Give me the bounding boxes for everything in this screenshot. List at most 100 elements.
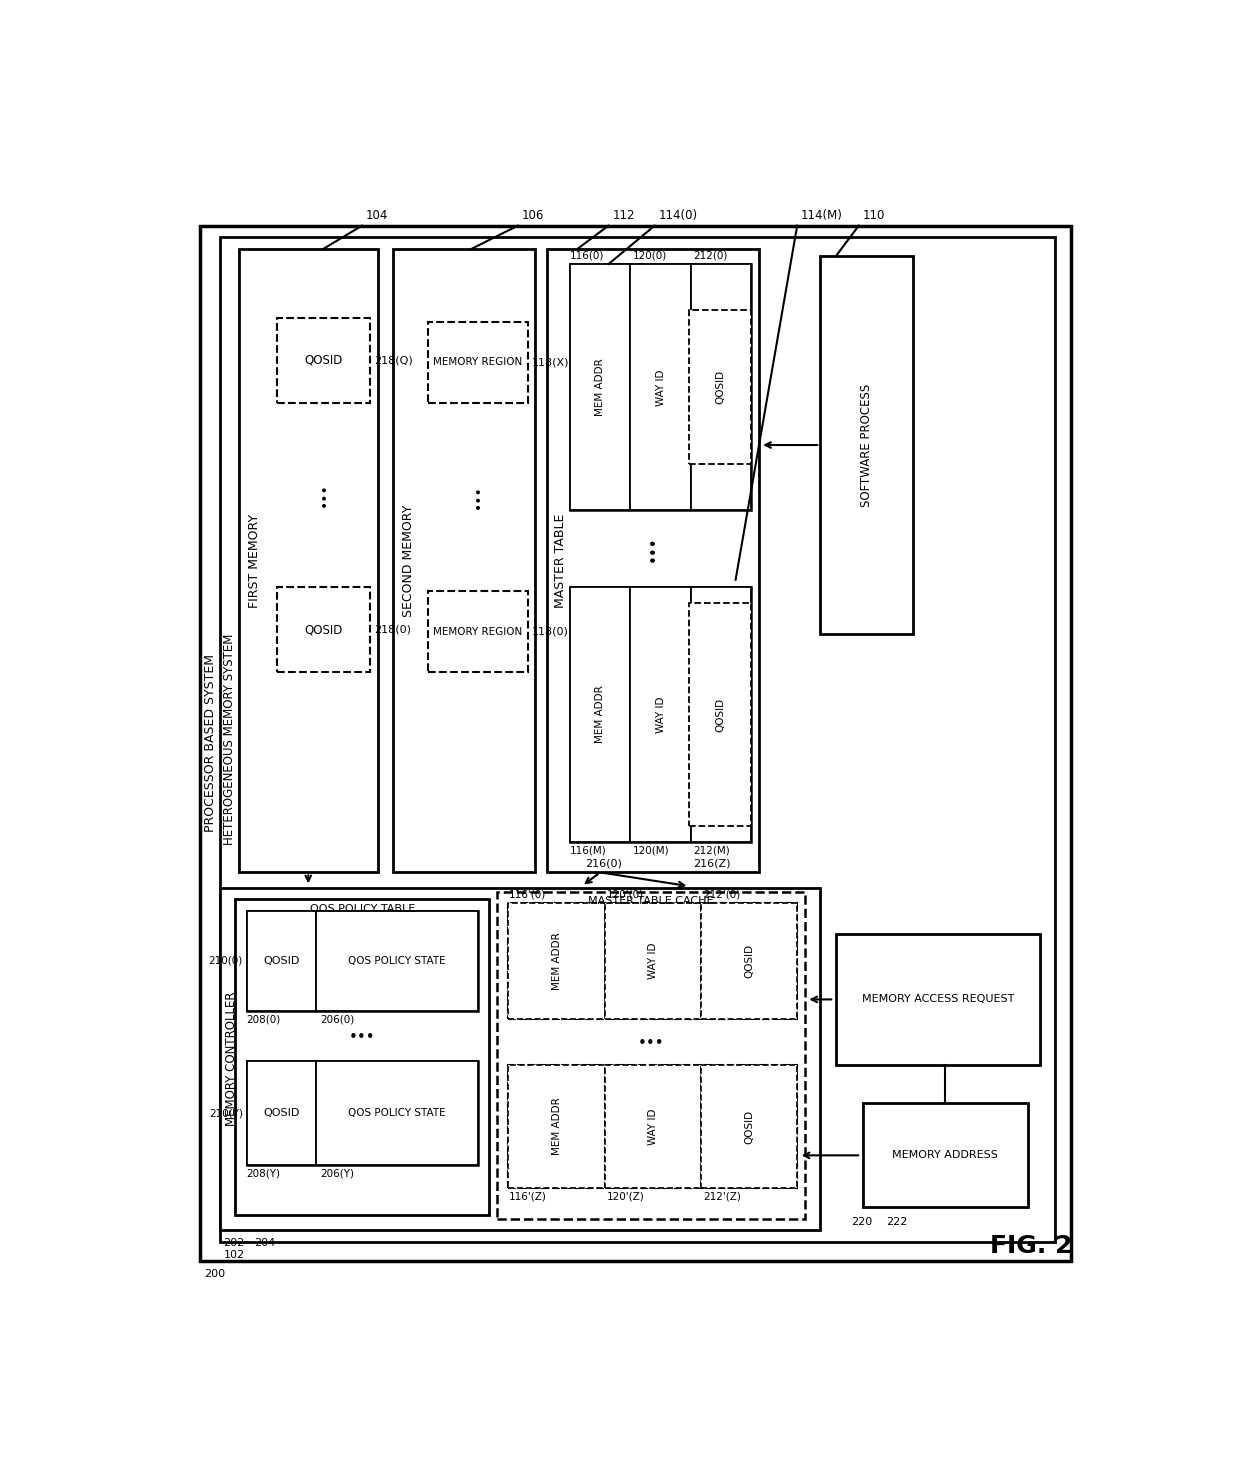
Text: QOSID: QOSID <box>263 1109 300 1117</box>
Bar <box>863 1104 1028 1208</box>
Text: 212(M): 212(M) <box>693 845 730 855</box>
Bar <box>219 888 821 1230</box>
Text: 120'(Z): 120'(Z) <box>608 1192 645 1202</box>
Text: WAY ID: WAY ID <box>656 369 666 406</box>
Bar <box>691 264 751 510</box>
Bar <box>247 911 477 1011</box>
Text: 212(0): 212(0) <box>693 250 728 261</box>
Bar <box>630 587 691 842</box>
Text: QOSID: QOSID <box>263 956 300 966</box>
Text: 212'(0): 212'(0) <box>703 889 740 900</box>
Bar <box>508 903 605 1018</box>
Bar <box>508 1066 797 1189</box>
Bar <box>570 264 751 510</box>
Text: MEM ADDR: MEM ADDR <box>595 686 605 744</box>
Text: 206(Y): 206(Y) <box>320 1169 353 1178</box>
Text: QOSID: QOSID <box>305 624 342 636</box>
Text: 210(Y): 210(Y) <box>208 1109 243 1117</box>
Bar <box>821 256 913 634</box>
Bar <box>689 603 751 825</box>
Text: •••: ••• <box>316 483 331 507</box>
Text: QOS POLICY STATE: QOS POLICY STATE <box>348 956 445 966</box>
Text: WAY ID: WAY ID <box>647 943 658 980</box>
Bar <box>247 1061 316 1165</box>
Text: 116'(Z): 116'(Z) <box>508 1192 547 1202</box>
Text: PROCESSOR BASED SYSTEM: PROCESSOR BASED SYSTEM <box>203 655 217 833</box>
Bar <box>570 587 630 842</box>
Text: QOSID: QOSID <box>715 370 725 405</box>
Text: MEM ADDR: MEM ADDR <box>595 359 605 416</box>
Bar <box>701 1066 797 1189</box>
Text: 212'(Z): 212'(Z) <box>703 1192 742 1202</box>
Text: 112: 112 <box>613 209 635 222</box>
Text: QOS POLICY TABLE: QOS POLICY TABLE <box>310 904 414 913</box>
Bar <box>219 237 1055 1242</box>
Text: HETEROGENEOUS MEMORY SYSTEM: HETEROGENEOUS MEMORY SYSTEM <box>223 634 236 845</box>
Text: QOSID: QOSID <box>744 944 754 978</box>
Bar <box>691 587 751 842</box>
Text: 120'(0): 120'(0) <box>608 889 644 900</box>
Text: QOSID: QOSID <box>715 698 725 732</box>
Text: 104: 104 <box>366 209 388 222</box>
Text: MEM ADDR: MEM ADDR <box>552 932 562 990</box>
Text: 208(0): 208(0) <box>247 1015 281 1026</box>
Text: 118(0): 118(0) <box>532 627 568 637</box>
Bar <box>689 310 751 464</box>
Text: 216(Z): 216(Z) <box>693 858 730 868</box>
Bar <box>630 264 691 510</box>
Text: MEMORY REGION: MEMORY REGION <box>433 357 522 368</box>
Text: FIRST MEMORY: FIRST MEMORY <box>248 513 260 608</box>
Text: MEM ADDR: MEM ADDR <box>552 1098 562 1156</box>
Bar <box>236 900 490 1215</box>
Text: 210(0): 210(0) <box>208 956 243 966</box>
Text: MASTER TABLE: MASTER TABLE <box>553 513 567 608</box>
Text: 116(0): 116(0) <box>570 250 604 261</box>
Bar <box>605 1066 701 1189</box>
Bar <box>570 587 751 842</box>
Text: SECOND MEMORY: SECOND MEMORY <box>402 504 415 617</box>
Text: 216(0): 216(0) <box>585 858 622 868</box>
Text: 116(M): 116(M) <box>570 845 606 855</box>
Text: MASTER TABLE CACHE: MASTER TABLE CACHE <box>588 897 714 906</box>
Bar <box>316 1061 477 1165</box>
Bar <box>570 264 630 510</box>
Text: •••: ••• <box>637 1036 665 1051</box>
Text: 116'(0): 116'(0) <box>508 889 546 900</box>
Bar <box>836 934 1040 1066</box>
Text: •••: ••• <box>471 485 485 510</box>
Bar <box>393 249 536 873</box>
Text: QOS POLICY STATE: QOS POLICY STATE <box>348 1109 445 1117</box>
Text: 120(0): 120(0) <box>632 250 667 261</box>
Bar <box>701 903 797 1018</box>
Text: 218(0): 218(0) <box>373 625 410 634</box>
Text: MEMORY REGION: MEMORY REGION <box>433 627 522 637</box>
Text: 118(X): 118(X) <box>532 357 569 368</box>
Text: SOFTWARE PROCESS: SOFTWARE PROCESS <box>861 384 873 507</box>
Bar <box>278 587 370 673</box>
Bar <box>428 591 528 673</box>
Text: 102: 102 <box>223 1249 244 1260</box>
Bar <box>316 911 477 1011</box>
Bar <box>239 249 377 873</box>
Bar <box>508 903 797 1018</box>
Bar <box>547 249 759 873</box>
Text: 200: 200 <box>205 1269 226 1279</box>
Text: 222: 222 <box>885 1217 908 1227</box>
Text: WAY ID: WAY ID <box>656 697 666 732</box>
Text: 114(M): 114(M) <box>801 209 843 222</box>
Text: WAY ID: WAY ID <box>647 1109 658 1144</box>
Text: QOSID: QOSID <box>305 354 342 368</box>
Text: 106: 106 <box>522 209 544 222</box>
Bar <box>508 1066 605 1189</box>
Text: QOSID: QOSID <box>744 1110 754 1144</box>
Text: MEMORY ACCESS REQUEST: MEMORY ACCESS REQUEST <box>862 994 1014 1005</box>
Text: FIG. 2: FIG. 2 <box>990 1235 1073 1258</box>
Bar <box>428 322 528 403</box>
Bar <box>247 911 316 1011</box>
Text: 114(0): 114(0) <box>658 209 698 222</box>
Text: MEMORY CONTROLLER: MEMORY CONTROLLER <box>224 991 238 1126</box>
Text: 220: 220 <box>851 1217 873 1227</box>
Text: 206(0): 206(0) <box>320 1015 355 1026</box>
Bar <box>497 892 805 1218</box>
Text: 202: 202 <box>223 1237 244 1248</box>
